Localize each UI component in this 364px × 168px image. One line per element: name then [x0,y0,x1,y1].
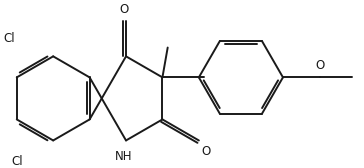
Text: Cl: Cl [12,155,23,168]
Text: O: O [119,3,128,16]
Text: O: O [315,59,325,72]
Text: O: O [201,145,210,158]
Text: Cl: Cl [3,32,15,45]
Text: NH: NH [115,150,132,163]
